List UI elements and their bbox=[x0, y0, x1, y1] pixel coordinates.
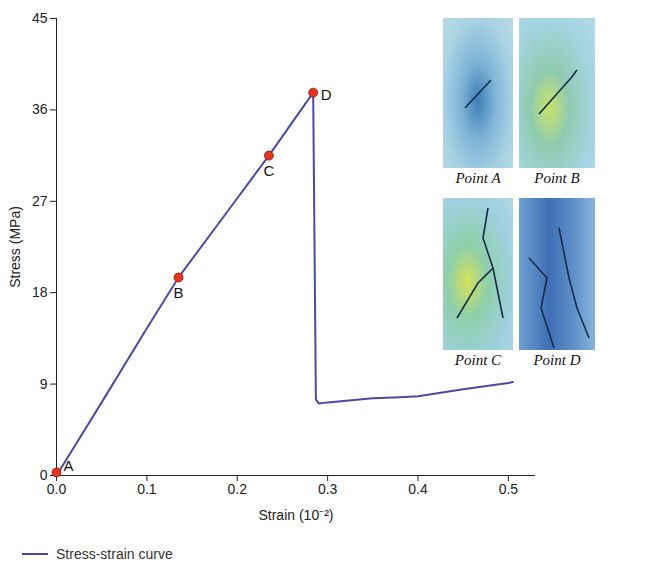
svg-text:9: 9 bbox=[40, 376, 48, 392]
html-text:Stress-strain curve: Stress-strain curve bbox=[56, 546, 173, 562]
svg-text:0.5: 0.5 bbox=[499, 481, 519, 497]
svg-text:0.1: 0.1 bbox=[137, 481, 157, 497]
svg-text:0: 0 bbox=[39, 467, 48, 483]
html-text:Point C: Point C bbox=[454, 352, 502, 368]
svg-text:0.0: 0.0 bbox=[47, 481, 67, 497]
svg-text:B: B bbox=[174, 284, 184, 301]
svg-text:0.2: 0.2 bbox=[228, 481, 248, 497]
svg-text:Strain (10⁻²): Strain (10⁻²) bbox=[258, 507, 333, 523]
html-text:Point D: Point D bbox=[533, 352, 581, 368]
svg-text:C: C bbox=[263, 162, 274, 179]
svg-text:0.4: 0.4 bbox=[408, 481, 428, 497]
svg-text:27: 27 bbox=[32, 193, 48, 209]
svg-text:45: 45 bbox=[32, 10, 48, 26]
svg-text:D: D bbox=[321, 86, 332, 103]
svg-text:18: 18 bbox=[32, 284, 48, 300]
svg-text:36: 36 bbox=[32, 101, 48, 117]
svg-text:A: A bbox=[63, 457, 73, 474]
svg-text:0.3: 0.3 bbox=[318, 481, 338, 497]
html-text:Point A: Point A bbox=[455, 170, 501, 186]
svg-text:Stress (MPa): Stress (MPa) bbox=[7, 206, 23, 288]
html-text:Point B: Point B bbox=[534, 170, 580, 186]
